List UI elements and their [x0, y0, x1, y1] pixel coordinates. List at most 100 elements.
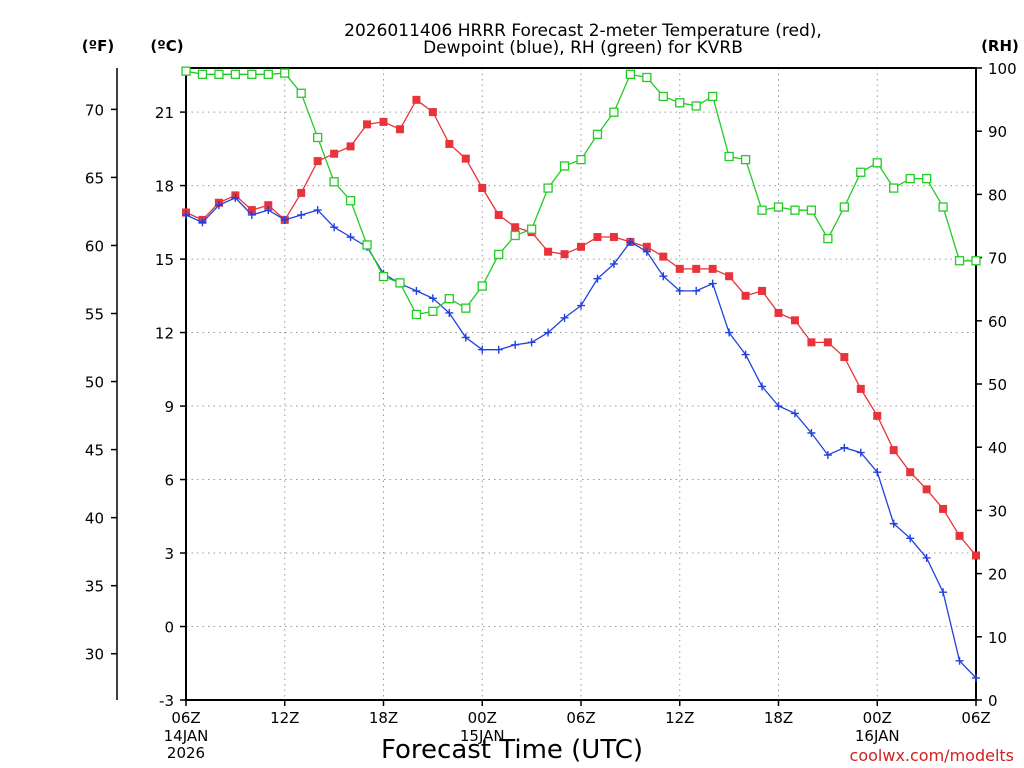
- rh-tick-label: 20: [988, 566, 1007, 584]
- dewpoint-point: [478, 345, 487, 354]
- temperature-point: [395, 125, 404, 134]
- dewpoint-point: [642, 247, 651, 256]
- chart-title-line-1: 2026011406 HRRR Forecast 2-meter Tempera…: [344, 21, 822, 41]
- temperature-point: [725, 272, 734, 281]
- relative-humidity-point: [411, 309, 422, 320]
- temperature-point: [856, 384, 865, 393]
- temperature-point: [741, 291, 750, 300]
- dewpoint-point: [856, 448, 865, 457]
- temperature-point: [675, 264, 684, 273]
- relative-humidity-point: [971, 256, 981, 266]
- dewpoint-point: [790, 409, 799, 418]
- dewpoint-point: [428, 294, 437, 303]
- relative-humidity-point: [823, 233, 833, 244]
- fahrenheit-tick-label: 55: [85, 306, 104, 324]
- gridlines: [186, 68, 976, 700]
- dewpoint-point: [182, 210, 190, 219]
- dewpoint-point: [247, 210, 256, 219]
- temperature-point: [560, 250, 569, 259]
- temperature-point: [889, 446, 898, 455]
- temperature-point: [511, 223, 520, 232]
- dewpoint-point: [972, 673, 980, 682]
- relative-humidity-point: [395, 278, 405, 288]
- dewpoint-point: [231, 193, 240, 202]
- temperature-point: [461, 154, 470, 163]
- temperature-point: [577, 242, 585, 251]
- fahrenheit-tick-label: 70: [85, 101, 104, 119]
- fahrenheit-tick-label: 50: [85, 374, 104, 392]
- dewpoint-point: [609, 259, 618, 268]
- dewpoint-point: [280, 215, 289, 224]
- x-tick-sublabel: 2026: [167, 744, 205, 762]
- temperature-point: [428, 108, 437, 117]
- temperature-point: [758, 286, 767, 295]
- chart-title-line-2: Dewpoint (blue), RH (green) for KVRB: [423, 38, 743, 58]
- temperature-point: [247, 206, 256, 215]
- relative-humidity-point: [461, 303, 471, 313]
- dewpoint-point: [593, 274, 602, 283]
- rh-tick-label: 60: [988, 313, 1007, 331]
- relative-humidity-point: [938, 202, 948, 212]
- relative-humidity-point: [543, 183, 553, 193]
- dewpoint-point: [445, 308, 454, 317]
- relative-humidity-point: [362, 240, 372, 250]
- dewpoint-point: [214, 201, 223, 210]
- x-tick-label: 18Z: [764, 709, 793, 727]
- temperature-point: [972, 551, 980, 560]
- relative-humidity-point: [724, 151, 734, 162]
- temperature-point: [906, 468, 915, 477]
- relative-humidity-point: [905, 173, 915, 184]
- relative-humidity-point: [740, 154, 751, 165]
- celsius-unit-label: (ºC): [150, 37, 183, 55]
- fahrenheit-tick-label: 60: [85, 237, 104, 255]
- temperature-point: [544, 247, 553, 256]
- x-tick-label: 00Z: [863, 709, 892, 727]
- dewpoint-point: [626, 237, 635, 246]
- temperature-point: [642, 242, 651, 251]
- x-tick-label: 12Z: [665, 709, 694, 727]
- x-tick-sublabel: 16JAN: [855, 727, 900, 745]
- celsius-tick-label: 9: [164, 398, 174, 416]
- temperature-point: [330, 149, 339, 158]
- temperature-point: [346, 142, 355, 151]
- rh-unit-label: (RH): [981, 37, 1019, 55]
- dewpoint-point: [297, 210, 306, 219]
- rh-tick-label: 90: [988, 123, 1007, 141]
- relative-humidity-point: [889, 183, 899, 193]
- temperature-point: [297, 188, 306, 197]
- temperature-point: [494, 210, 503, 219]
- relative-humidity-point: [658, 91, 668, 102]
- dewpoint-point: [692, 286, 701, 295]
- relative-humidity-point: [921, 173, 932, 184]
- dewpoint-point: [741, 350, 750, 359]
- relative-humidity-point: [526, 224, 537, 234]
- relative-humidity-point: [625, 69, 636, 79]
- relative-humidity-point: [329, 177, 339, 187]
- dewpoint-point: [346, 233, 355, 242]
- celsius-tick-label: 15: [155, 251, 174, 269]
- temperature-point: [692, 264, 701, 273]
- relative-humidity-point: [181, 66, 191, 76]
- dewpoint-point: [873, 468, 882, 477]
- dewpoint-point: [198, 218, 207, 227]
- rh-tick-label: 70: [988, 250, 1007, 268]
- fahrenheit-tick-label: 65: [85, 169, 104, 187]
- celsius-tick-label: 18: [155, 178, 174, 196]
- credit-text: coolwx.com/modelts: [850, 746, 1014, 765]
- rh-tick-label: 100: [988, 60, 1017, 78]
- dewpoint-point: [922, 553, 931, 562]
- fahrenheit-axis-ticks: 30 35 40 45 50 55 60 65 70: [85, 101, 117, 664]
- dewpoint-point: [560, 313, 569, 322]
- x-tick-label: 06Z: [171, 709, 200, 727]
- temperature-point: [922, 485, 931, 494]
- dewpoint-point: [494, 345, 503, 354]
- celsius-tick-label: -3: [159, 692, 174, 710]
- relative-humidity-point: [280, 68, 290, 78]
- temperature-point: [955, 531, 964, 540]
- relative-humidity-point: [642, 72, 652, 83]
- relative-humidity-point: [856, 167, 866, 177]
- relative-humidity-point: [378, 271, 389, 282]
- dewpoint-point: [955, 656, 964, 665]
- data-series: [181, 66, 981, 682]
